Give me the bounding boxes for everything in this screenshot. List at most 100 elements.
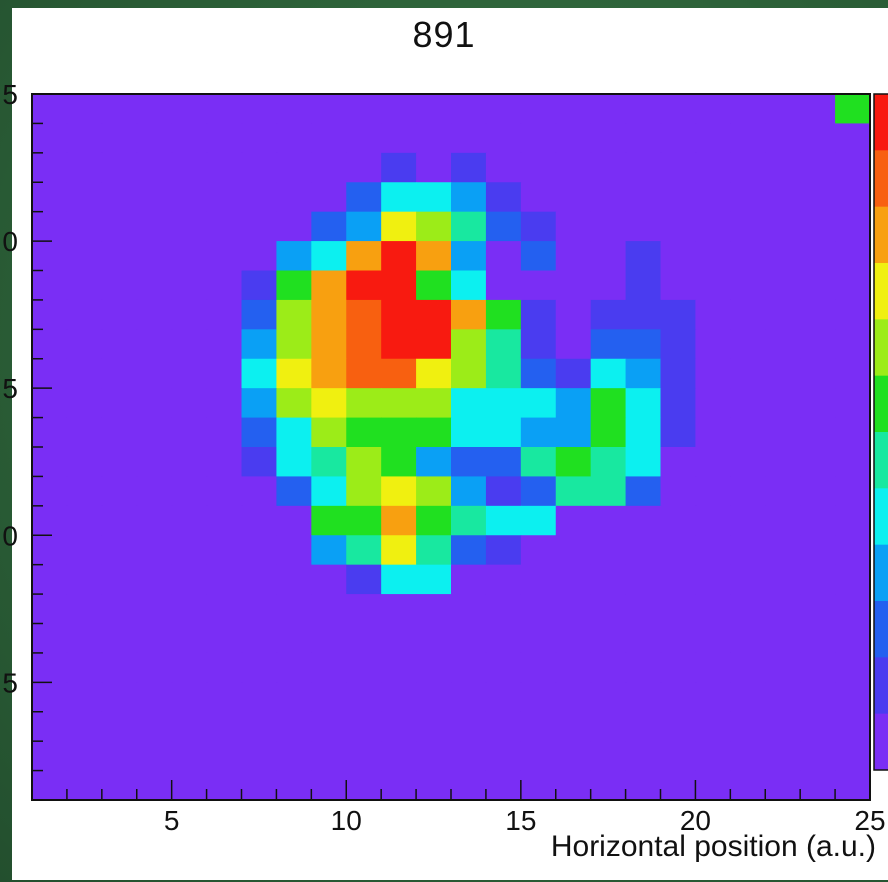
x-tick-label: 10: [331, 805, 362, 836]
heatmap-cell: [555, 594, 592, 625]
heatmap-cell: [136, 741, 173, 772]
heatmap-cell: [660, 447, 697, 478]
heatmap-cell: [520, 535, 557, 566]
heatmap-cell: [625, 564, 662, 595]
heatmap-cell: [311, 270, 347, 301]
heatmap-cell: [625, 417, 662, 448]
heatmap-cell: [171, 182, 208, 213]
heatmap-cell: [451, 770, 487, 801]
heatmap-cell: [695, 476, 731, 507]
heatmap-cell: [101, 711, 138, 742]
heatmap-cell: [625, 623, 662, 654]
heatmap-cell: [520, 770, 557, 801]
heatmap-cell: [800, 682, 836, 713]
heatmap-cell: [520, 447, 557, 478]
heatmap-cell: [171, 652, 208, 683]
heatmap-cell: [625, 182, 662, 213]
heatmap-cell: [695, 417, 731, 448]
heatmap-cell: [276, 299, 312, 330]
colorbar-border: [873, 93, 888, 771]
heatmap-cell: [346, 388, 382, 419]
heatmap-cell: [660, 388, 697, 419]
heatmap-cell: [32, 564, 68, 595]
heatmap-cell: [590, 388, 627, 419]
heatmap-cell: [765, 594, 801, 625]
heatmap-cell: [381, 211, 417, 242]
heatmap-cell: [695, 594, 731, 625]
heatmap-cell: [206, 564, 243, 595]
heatmap-cell: [520, 682, 557, 713]
heatmap-cell: [206, 388, 243, 419]
heatmap-cell: [800, 152, 836, 183]
heatmap-cell: [136, 447, 173, 478]
heatmap-cell: [451, 564, 487, 595]
heatmap-cell: [32, 711, 68, 742]
heatmap-cell: [171, 741, 208, 772]
y-tick-label: 0: [2, 226, 18, 257]
heatmap-cell: [206, 682, 243, 713]
heatmap-cell: [765, 152, 801, 183]
heatmap-cell: [66, 211, 103, 242]
heatmap-cell: [730, 358, 766, 389]
heatmap-cell: [451, 329, 487, 360]
heatmap-cell: [381, 152, 417, 183]
heatmap-cell: [346, 652, 382, 683]
heatmap-cell: [206, 241, 243, 272]
heatmap-cell: [346, 711, 382, 742]
heatmap-cell: [101, 623, 138, 654]
heatmap-cell: [660, 682, 697, 713]
heatmap-cell: [800, 476, 836, 507]
heatmap-cell: [835, 152, 871, 183]
heatmap-cell: [695, 123, 731, 154]
heatmap-cell: [311, 417, 347, 448]
heatmap-cell: [800, 94, 836, 125]
heatmap-cell: [695, 505, 731, 536]
heatmap-cell: [730, 152, 766, 183]
heatmap-cell: [171, 388, 208, 419]
heatmap-cell: [101, 594, 138, 625]
heatmap-cell: [276, 388, 312, 419]
heatmap-cell: [835, 476, 871, 507]
heatmap-cell: [346, 417, 382, 448]
heatmap-cell: [451, 711, 487, 742]
y-tick-label: 5: [2, 667, 18, 698]
heatmap-cell: [241, 505, 278, 536]
heatmap-cell: [835, 123, 871, 154]
heatmap-cell: [276, 417, 312, 448]
heatmap-cell: [346, 505, 382, 536]
heatmap-cell: [590, 711, 627, 742]
heatmap-cell: [520, 652, 557, 683]
heatmap-cell: [485, 152, 522, 183]
heatmap-cell: [835, 417, 871, 448]
heatmap-cell: [136, 652, 173, 683]
heatmap-cell: [101, 505, 138, 536]
heatmap-cell: [800, 652, 836, 683]
heatmap-cell: [520, 329, 557, 360]
heatmap-cell: [66, 594, 103, 625]
heatmap-cell: [381, 682, 417, 713]
heatmap-cell: [241, 417, 278, 448]
heatmap-cell: [590, 270, 627, 301]
heatmap-cell: [136, 564, 173, 595]
heatmap-cell: [206, 476, 243, 507]
heatmap-cell: [276, 711, 312, 742]
heatmap-cell: [695, 623, 731, 654]
heatmap-cell: [660, 241, 697, 272]
heatmap-cell: [346, 535, 382, 566]
heatmap-cell: [695, 652, 731, 683]
heatmap-cell: [555, 241, 592, 272]
heatmap-cell: [136, 211, 173, 242]
heatmap-cell: [835, 594, 871, 625]
heatmap-cell: [381, 241, 417, 272]
colorbar-swatch: [874, 319, 888, 377]
heatmap-cell: [555, 123, 592, 154]
heatmap-cell: [800, 564, 836, 595]
heatmap-cell: [625, 476, 662, 507]
heatmap-cell: [695, 152, 731, 183]
heatmap-cell: [381, 535, 417, 566]
heatmap-cell: [381, 329, 417, 360]
heatmap-cell: [241, 152, 278, 183]
heatmap-cell: [835, 388, 871, 419]
heatmap-cell: [800, 711, 836, 742]
heatmap-cell: [101, 358, 138, 389]
